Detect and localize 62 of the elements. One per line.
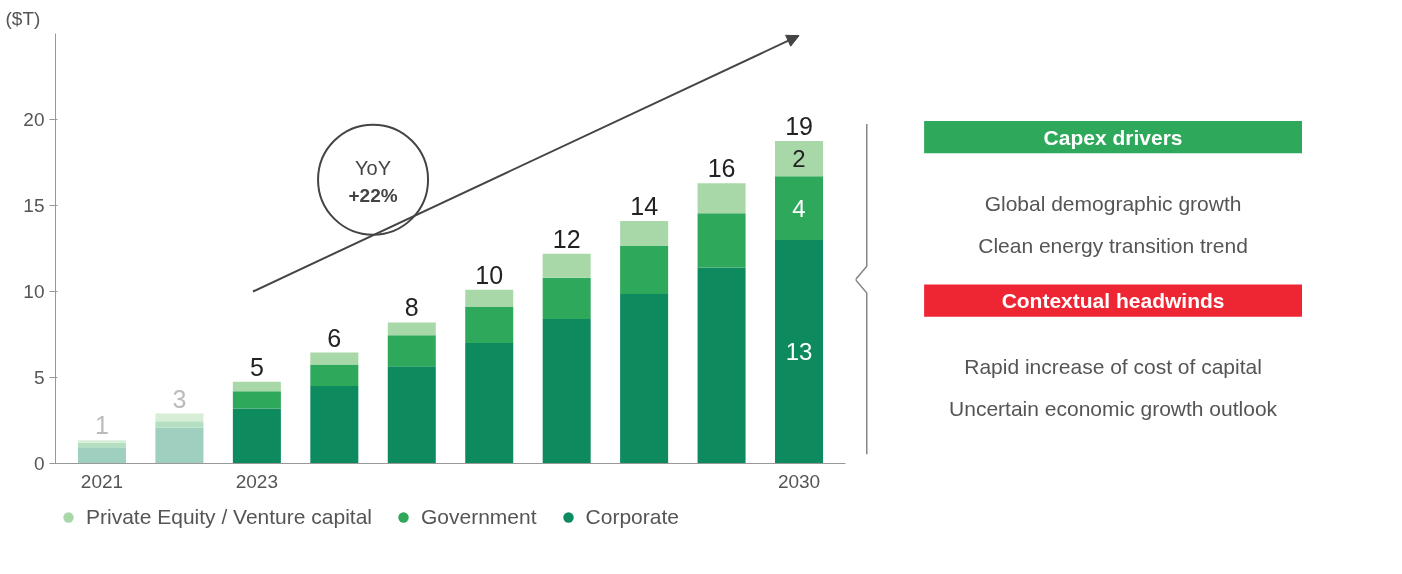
bar [697, 267, 746, 464]
bar [232, 381, 281, 392]
bar [620, 294, 669, 464]
text: Contextual headwinds [1001, 289, 1225, 313]
total-label: 12 [552, 224, 581, 253]
y-tick-label: 0 [33, 453, 45, 474]
y-axis-title: ($T) [5, 7, 41, 29]
total-label: 16 [707, 154, 736, 183]
y-tick-label: 20 [23, 109, 45, 130]
bar [310, 364, 359, 387]
y-tick-label: 10 [23, 281, 45, 302]
total-label: 10 [475, 260, 504, 289]
bar [232, 408, 281, 464]
x-tick-label: 2021 [80, 470, 124, 492]
bar [465, 289, 514, 307]
legend-label: Corporate [585, 505, 679, 529]
data-label: 2 [792, 145, 806, 173]
total-label: 8 [404, 293, 419, 322]
bar [310, 352, 359, 365]
text: Capex drivers [1043, 125, 1183, 149]
y-tick-label: 5 [33, 367, 45, 388]
bar [775, 239, 824, 464]
legend-label: Private Equity / Venture capital [86, 505, 372, 529]
text: Rapid increase of cost of capital [964, 355, 1262, 379]
y-tick-label: 15 [23, 195, 45, 216]
bar [387, 322, 436, 336]
bar [542, 319, 591, 464]
total-label: 1 [95, 411, 109, 440]
bar [155, 427, 204, 464]
data-label: 13 [785, 338, 813, 366]
bar [697, 183, 746, 214]
text: Global demographic growth [984, 192, 1242, 216]
bar [465, 343, 514, 464]
data-label: 4 [792, 194, 806, 222]
bar [77, 442, 126, 448]
bar [465, 306, 514, 344]
bar [620, 245, 669, 295]
legend-label: Government [421, 505, 537, 529]
bar [697, 213, 746, 268]
bar [155, 413, 204, 422]
total-label: 19 [785, 112, 813, 140]
x-tick-label: 2023 [235, 470, 279, 492]
total-label: 6 [327, 323, 342, 352]
bar [310, 386, 359, 464]
bar [232, 391, 281, 409]
bar [775, 141, 824, 177]
bar [775, 176, 824, 240]
text: Clean energy transition trend [978, 233, 1248, 257]
bar [387, 335, 436, 367]
bar [542, 253, 591, 278]
x-tick-label: 2030 [777, 470, 821, 492]
annotation: YoY +22% [348, 156, 398, 207]
text: Uncertain economic growth outlook [949, 397, 1278, 421]
bar [620, 220, 669, 246]
total-label: 3 [172, 384, 187, 413]
bar [77, 440, 126, 443]
bar [155, 421, 204, 428]
bar [542, 277, 591, 320]
total-label: 5 [249, 352, 264, 381]
bar [387, 366, 436, 464]
bar [77, 447, 126, 464]
total-label: 14 [630, 191, 659, 220]
